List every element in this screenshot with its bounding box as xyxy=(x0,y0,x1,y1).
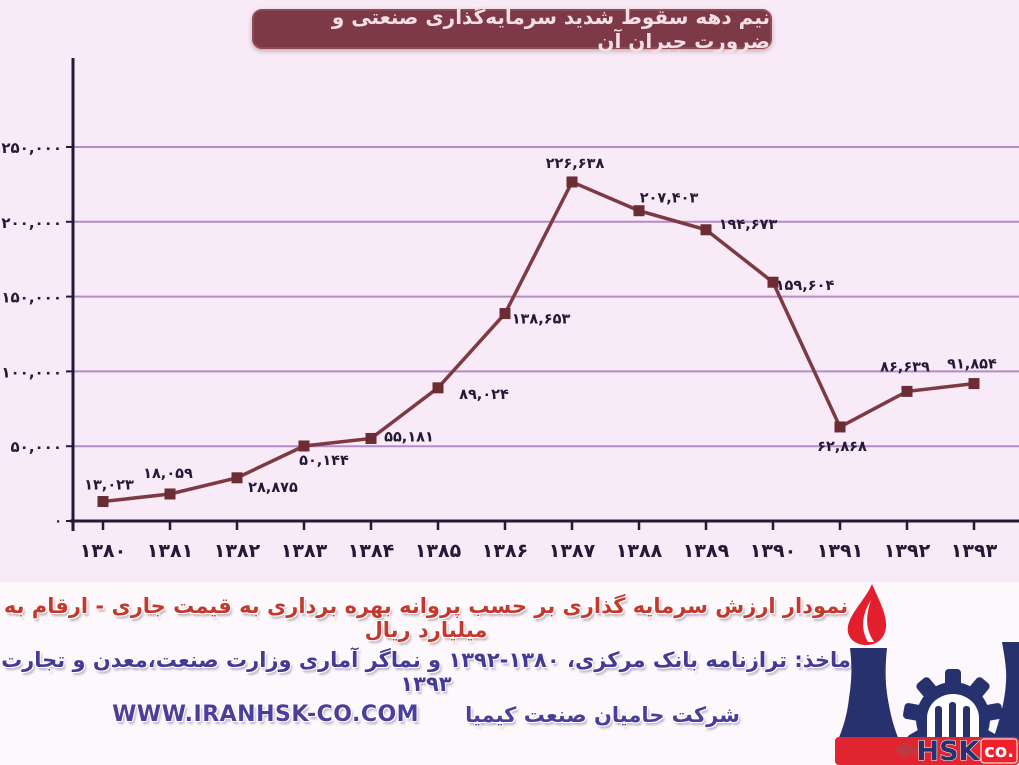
data-point-label-1387: ۲۲۶,۶۳۸ xyxy=(546,156,605,172)
y-tick-label-250000: ۲۵۰,۰۰۰ xyxy=(1,139,62,157)
x-tick-label-1389: ۱۳۸۹ xyxy=(683,540,730,562)
logo-suffix-box xyxy=(980,738,1018,764)
data-point-1381 xyxy=(164,488,176,500)
data-point-1382 xyxy=(231,472,243,484)
data-point-1387 xyxy=(566,176,578,188)
series-line xyxy=(102,179,975,504)
logo-band xyxy=(835,737,1019,765)
chart-title-pill: نیم دهه سقوط شدید سرمایه‌گذاری صنعتی و ض… xyxy=(252,5,772,53)
flame-icon xyxy=(847,584,887,646)
data-point-1388 xyxy=(633,205,645,217)
x-tick-label-1393: ۱۳۹۳ xyxy=(951,540,998,562)
chart-title: نیم دهه سقوط شدید سرمایه‌گذاری صنعتی و ض… xyxy=(331,5,770,53)
data-point-1384 xyxy=(365,432,377,444)
investment-line-chart: ۰ ۵۰,۰۰۰ ۱۰۰,۰۰۰ ۱۵۰,۰۰۰ ۲۰۰,۰۰۰ ۲۵۰,۰۰۰ ۱۳۸۰ ۱… xyxy=(1,58,1019,562)
cooling-tower-icon xyxy=(838,648,899,740)
x-tick-label-1381: ۱۳۸۱ xyxy=(147,540,193,562)
x-tick-label-1392: ۱۳۹۲ xyxy=(884,540,931,562)
y-tick-label-200000: ۲۰۰,۰۰۰ xyxy=(1,214,62,232)
footer-caption: نمودار ارزش سرمایه گذاری بر حسب پروانه ب… xyxy=(3,594,849,642)
company-name: شرکت حامیان صنعت کیمیا xyxy=(465,702,740,727)
company-website[interactable]: WWW.IRANHSK-CO.COM xyxy=(112,702,420,727)
data-point-1380 xyxy=(97,496,109,508)
x-tick-label-1385: ۱۳۸۵ xyxy=(415,540,462,562)
data-point-label-1389: ۱۹۴,۶۷۳ xyxy=(719,217,778,233)
data-point-label-1385: ۸۹,۰۲۴ xyxy=(459,387,509,403)
data-point-1389 xyxy=(700,224,712,236)
data-point-1386 xyxy=(499,308,511,320)
y-tick-label-100000: ۱۰۰,۰۰۰ xyxy=(1,363,62,381)
x-tick-label-1380: ۱۳۸۰ xyxy=(80,540,126,562)
x-tick-label-1390: ۱۳۹۰ xyxy=(750,540,796,562)
y-tick-label-0: ۰ xyxy=(54,514,62,529)
data-point-label-1380: ۱۳,۰۲۳ xyxy=(84,478,134,494)
bridge-window-icon xyxy=(927,694,979,740)
data-point-1391 xyxy=(834,421,846,433)
data-point-label-1392: ۸۶,۶۳۹ xyxy=(880,359,930,375)
data-point-label-1381: ۱۸,۰۵۹ xyxy=(143,466,193,482)
data-point-1383 xyxy=(298,440,310,452)
x-tick-label-1387: ۱۳۸۷ xyxy=(549,540,596,562)
smokestack-icon xyxy=(993,642,1019,740)
data-point-1392 xyxy=(901,385,913,397)
footer-company-row: شرکت حامیان صنعت کیمیا WWW.IRANHSK-CO.CO… xyxy=(0,702,852,727)
y-tick-label-50000: ۵۰,۰۰۰ xyxy=(11,438,62,456)
x-tick-label-1383: ۱۳۸۳ xyxy=(281,540,328,562)
data-point-label-1391: ۶۲,۸۶۸ xyxy=(817,439,867,455)
data-point-label-1390: ۱۵۹,۶۰۴ xyxy=(776,278,835,294)
x-tick-label-1382: ۱۳۸۲ xyxy=(214,540,261,562)
chart-section: نیم دهه سقوط شدید سرمایه‌گذاری صنعتی و ض… xyxy=(0,0,1019,582)
hsk-logo: HSK co. xyxy=(835,584,1019,765)
data-point-label-1386: ۱۳۸,۶۵۳ xyxy=(512,312,571,328)
data-point-label-1393: ۹۱,۸۵۴ xyxy=(947,357,997,373)
logo-suffix: co. xyxy=(984,741,1014,762)
data-point-1393 xyxy=(968,378,980,390)
data-point-label-1384: ۵۵,۱۸۱ xyxy=(384,429,434,445)
x-tick-label-1391: ۱۳۹۱ xyxy=(817,540,863,562)
data-point-label-1382: ۲۸,۸۷۵ xyxy=(248,480,298,496)
data-point-1390 xyxy=(767,276,779,288)
logo-text: HSK xyxy=(917,736,981,765)
x-tick-label-1384: ۱۳۸۴ xyxy=(348,540,394,562)
data-point-label-1388: ۲۰۷,۴۰۳ xyxy=(640,191,699,207)
footer-source: ماخذ: ترازنامه بانک مرکزی، ۱۳۸۰-۱۳۹۲ و ن… xyxy=(1,648,851,696)
x-tick-label-1388: ۱۳۸۸ xyxy=(616,540,663,562)
data-point-1385 xyxy=(432,382,444,394)
nav-arrow-left-icon[interactable] xyxy=(893,741,919,759)
footer-section: نمودار ارزش سرمایه گذاری بر حسب پروانه ب… xyxy=(0,582,1019,765)
y-tick-label-150000: ۱۵۰,۰۰۰ xyxy=(1,289,62,307)
x-tick-label-1386: ۱۳۸۶ xyxy=(482,540,528,562)
data-point-label-1383: ۵۰,۱۴۴ xyxy=(299,453,349,469)
